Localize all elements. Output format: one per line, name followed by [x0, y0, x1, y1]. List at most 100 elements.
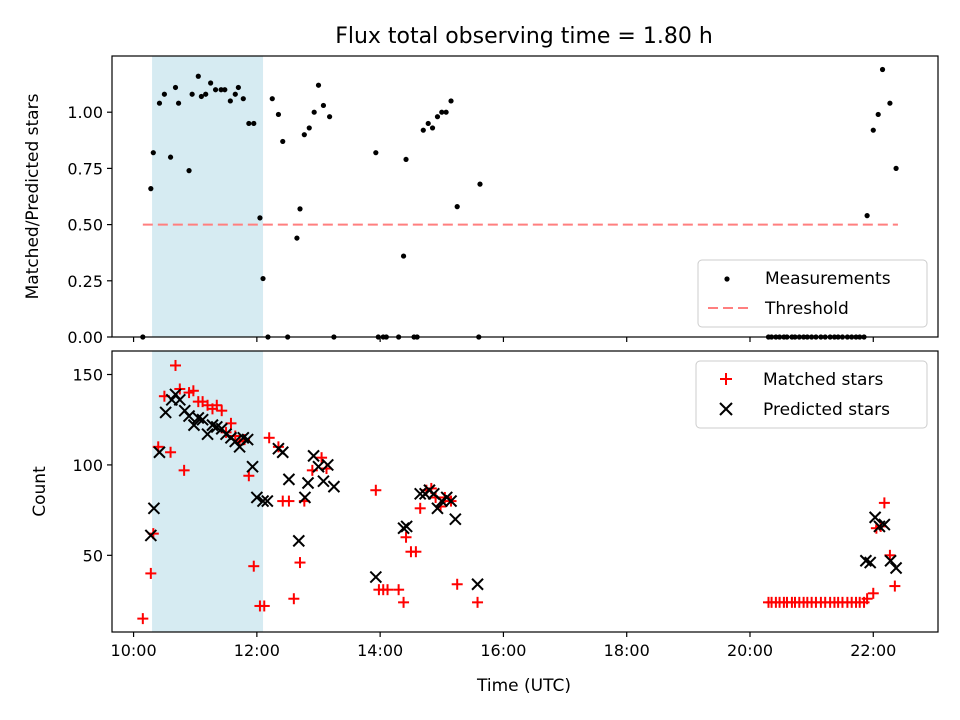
measurement-point: [403, 156, 409, 163]
chart-title: Flux total observing time = 1.80 h: [335, 24, 713, 49]
measurement-point: [434, 114, 441, 120]
matched-stars-point: [216, 405, 228, 417]
measurement-point: [235, 84, 241, 91]
matched-stars-point: [187, 385, 199, 397]
legend-predicted-label: Predicted stars: [763, 400, 890, 420]
count-highlight-span: [152, 351, 264, 632]
measurement-point: [275, 111, 282, 118]
count-legend: Matched stars Predicted stars: [695, 360, 928, 429]
measurement-point: [400, 253, 407, 259]
measurement-point: [186, 168, 192, 174]
measurement-point: [864, 213, 870, 219]
predicted-stars-point: [182, 409, 196, 423]
predicted-stars-point: [256, 494, 270, 508]
predicted-stars-point: [868, 511, 882, 524]
predicted-stars-point: [301, 476, 315, 490]
measurement-point: [477, 181, 483, 187]
measurement-point: [420, 127, 426, 133]
y-tick-label: 1.00: [67, 103, 103, 122]
predicted-stars-point: [173, 393, 187, 407]
measurement-point: [373, 150, 379, 156]
measurement-point: [425, 120, 431, 127]
measurement-point: [222, 87, 228, 93]
matched-stars-point: [398, 596, 410, 608]
x-tick-label: 12:00: [234, 641, 280, 660]
measurement-point: [439, 109, 445, 115]
x-tick-label: 18:00: [604, 641, 650, 660]
matched-stars-point: [248, 560, 260, 572]
measurement-point: [246, 120, 252, 127]
matched-stars-point: [861, 593, 873, 605]
measurement-point: [195, 73, 201, 79]
predicted-stars-point: [369, 570, 383, 584]
matched-stars-point: [889, 580, 901, 592]
matched-stars-point: [263, 432, 275, 444]
y-tick-label: 0.25: [67, 272, 103, 291]
predicted-stars-point: [196, 413, 209, 426]
ratio-highlight-span: [152, 56, 264, 337]
measurement-point: [875, 111, 881, 118]
predicted-stars-point: [153, 446, 166, 459]
legend-measurements-marker: [724, 276, 730, 282]
ratio-plot-frame: [111, 55, 939, 338]
y-tick-label: 0.50: [67, 216, 103, 235]
legend-predicted-marker: [719, 402, 733, 416]
y-tick-label: 50: [83, 546, 103, 565]
matched-stars-point: [878, 497, 890, 509]
x-tick-label: 10:00: [111, 641, 157, 660]
matched-stars-point: [294, 557, 306, 569]
predicted-stars-point: [261, 494, 274, 508]
matched-stars-point: [178, 464, 190, 476]
ratio-legend: Measurements Threshold: [697, 259, 928, 328]
predicted-stars-point: [889, 561, 903, 575]
measurement-point: [429, 125, 436, 131]
measurement-point: [893, 165, 899, 171]
y-tick-label: 0.00: [67, 328, 103, 347]
legend-threshold-label: Threshold: [764, 299, 849, 319]
measurement-point: [294, 235, 300, 241]
predicted-stars-point: [276, 446, 289, 459]
matched-stars-point: [211, 399, 223, 411]
measurement-point: [879, 66, 886, 73]
matched-stars-point: [382, 584, 394, 596]
x-tick-label: 20:00: [727, 641, 773, 660]
measurement-point: [311, 109, 317, 115]
measurement-point: [315, 82, 322, 88]
measurement-point: [870, 127, 876, 133]
predicted-stars-point: [241, 433, 254, 446]
measurement-point: [203, 91, 209, 97]
predicted-stars-point: [312, 460, 325, 473]
measurement-point: [887, 100, 893, 106]
measurement-point: [257, 215, 263, 221]
measurement-point: [189, 91, 195, 97]
legend-matched-marker: [720, 373, 732, 385]
measurement-point: [167, 154, 174, 160]
ratio-y-axis-label: Matched/Predicted stars: [23, 93, 43, 299]
measurement-point: [161, 91, 167, 97]
predicted-stars-point: [187, 418, 201, 432]
matched-stars-point: [414, 502, 426, 514]
x-axis-label: Time (UTC): [476, 676, 571, 696]
matched-stars-point: [283, 495, 295, 507]
measurement-point: [297, 206, 303, 212]
y-tick-label: 150: [72, 366, 103, 385]
matched-stars-point: [225, 417, 237, 429]
predicted-stars-point: [298, 491, 312, 504]
matched-stars-point: [243, 470, 255, 482]
measurement-point: [280, 138, 286, 145]
predicted-stars-point: [246, 460, 259, 473]
x-tick-label: 16:00: [480, 641, 526, 660]
measurement-point: [148, 186, 154, 192]
measurement-point: [175, 100, 182, 106]
predicted-stars-point: [471, 578, 484, 591]
measurement-point: [320, 102, 327, 109]
measurement-point: [251, 120, 257, 127]
measurement-point: [198, 93, 204, 100]
matched-stars-point: [410, 546, 422, 558]
predicted-stars-point: [321, 458, 334, 472]
matched-stars-point: [145, 567, 157, 579]
measurement-point: [227, 98, 233, 104]
matched-stars-point: [393, 584, 405, 596]
predicted-stars-point: [201, 427, 214, 441]
matched-stars-point: [316, 452, 328, 464]
